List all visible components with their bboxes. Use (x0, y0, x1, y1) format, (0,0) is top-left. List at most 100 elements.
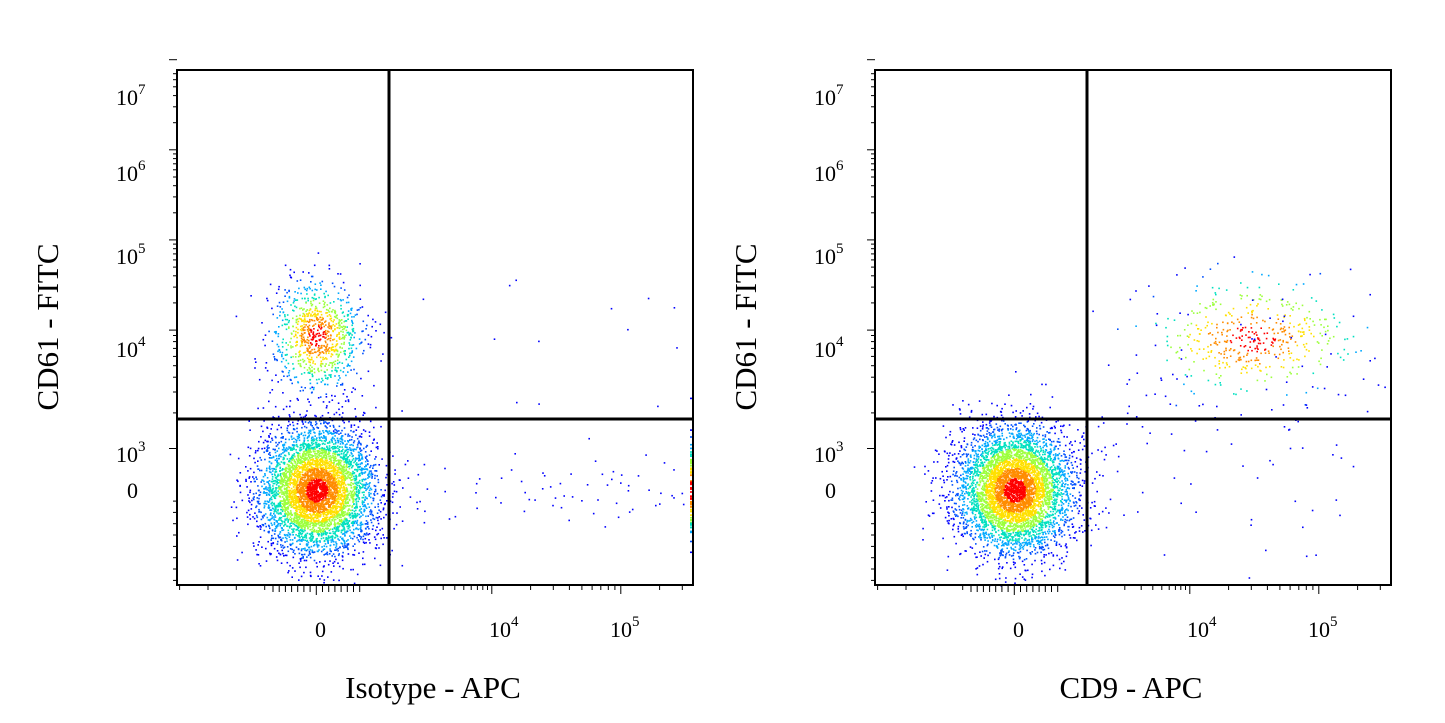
event-dot (342, 331, 344, 333)
event-dot (272, 494, 274, 497)
event-dot (337, 550, 339, 552)
event-dot (287, 486, 289, 488)
event-dot (279, 314, 281, 317)
event-dot (342, 510, 345, 513)
event-dot (345, 531, 348, 534)
event-dot (350, 438, 353, 441)
event-dot (379, 529, 381, 531)
event-dot (337, 470, 339, 473)
event-dot (319, 541, 321, 543)
event-dot (286, 546, 289, 548)
event-dot (278, 518, 281, 520)
event-dot (337, 354, 340, 357)
event-dot (331, 364, 334, 367)
event-dot (271, 480, 273, 483)
event-dot (324, 443, 326, 445)
event-dot (308, 333, 311, 336)
event-dot (297, 527, 299, 529)
event-dot (280, 500, 282, 502)
event-dot (314, 315, 316, 318)
event-dot (321, 474, 324, 476)
event-dot (302, 457, 305, 460)
event-dot (301, 476, 303, 479)
event-dot (335, 505, 337, 508)
event-dot (337, 493, 339, 495)
event-dot (336, 469, 339, 471)
event-dot (373, 438, 375, 441)
event-dot (364, 471, 367, 473)
panel-isotype: 107 106 105 104 103 0 0 104 105 Isotype … (30, 59, 694, 705)
event-dot (352, 330, 354, 333)
event-dot (323, 484, 326, 486)
event-dot (341, 466, 344, 469)
event-dot (335, 369, 337, 372)
event-dot (304, 463, 307, 465)
event-dot (333, 477, 336, 480)
event-dot (343, 338, 345, 340)
event-dot (276, 550, 279, 552)
event-dot (345, 486, 348, 489)
event-dot (362, 352, 364, 355)
event-dot (295, 345, 297, 347)
event-dot (346, 456, 349, 459)
event-dot (277, 288, 280, 291)
event-dot (268, 482, 270, 485)
event-dot (322, 336, 324, 338)
event-dot (270, 471, 272, 474)
event-dot (359, 298, 362, 300)
event-dot (347, 493, 350, 496)
event-dot (346, 395, 348, 398)
event-dot (264, 522, 267, 525)
event-dot (316, 461, 319, 464)
event-dot (342, 453, 345, 455)
event-dot (269, 433, 272, 435)
event-dot (314, 490, 317, 493)
event-dot (364, 430, 367, 433)
event-dot (273, 522, 276, 524)
event-dot (343, 455, 346, 458)
event-dot (291, 505, 294, 508)
event-dot (285, 359, 288, 362)
event-dot (328, 486, 330, 489)
event-dot (336, 485, 338, 488)
event-dot (358, 458, 361, 460)
event-dot (305, 486, 308, 488)
event-dot (334, 523, 337, 526)
event-dot (277, 381, 279, 383)
event-dot (310, 456, 312, 459)
event-dot (288, 504, 291, 507)
event-dot (338, 433, 340, 435)
event-dot (329, 532, 332, 535)
event-dot (381, 458, 383, 460)
event-dot (336, 502, 339, 504)
event-dot (300, 307, 303, 309)
event-dot (250, 503, 253, 506)
event-dot (333, 301, 335, 303)
event-dot (337, 292, 340, 294)
event-dot (275, 436, 277, 439)
event-dot (303, 323, 305, 326)
event-dot (309, 516, 311, 519)
event-dot (320, 499, 323, 501)
event-dot (367, 314, 369, 317)
event-dot (330, 539, 332, 541)
event-dot (285, 348, 288, 351)
event-dot (275, 455, 277, 457)
event-dot (344, 518, 346, 521)
event-dot (289, 467, 291, 469)
event-dot (351, 307, 353, 310)
event-dot (341, 489, 344, 492)
event-dot (352, 441, 355, 444)
event-dot (310, 304, 313, 307)
event-dot (309, 574, 312, 577)
event-dot (296, 528, 299, 531)
event-dot (362, 535, 365, 538)
event-dot (336, 343, 339, 345)
event-dot (370, 488, 373, 491)
event-dot (354, 332, 356, 334)
event-dot (293, 480, 296, 483)
event-dot (323, 451, 326, 454)
event-dot (249, 467, 252, 470)
event-dot (313, 348, 316, 351)
event-dot (282, 458, 284, 461)
